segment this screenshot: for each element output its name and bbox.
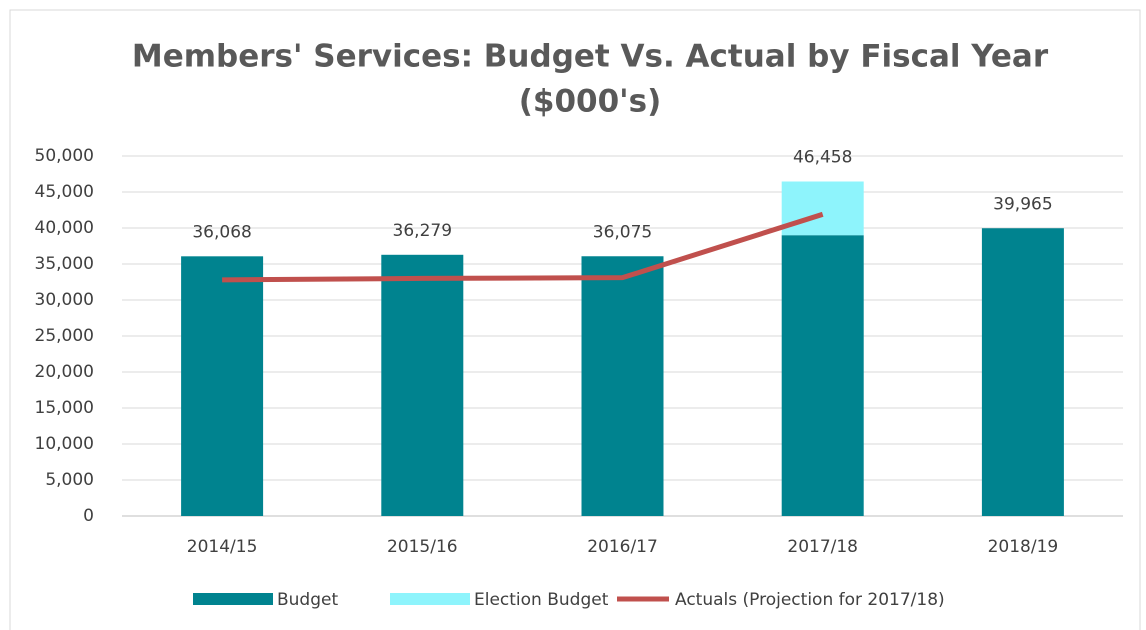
y-tick-label: 20,000	[35, 362, 94, 382]
chart-title: ($000's)	[519, 84, 662, 120]
data-label: 36,279	[393, 221, 452, 241]
y-tick-label: 50,000	[35, 146, 94, 166]
y-tick-label: 5,000	[45, 470, 94, 490]
y-tick-label: 0	[83, 506, 94, 526]
data-label: 39,965	[993, 194, 1052, 214]
chart-title: Members' Services: Budget Vs. Actual by …	[132, 39, 1049, 75]
legend-label: Actuals (Projection for 2017/18)	[675, 590, 945, 610]
data-label: 46,458	[793, 148, 852, 168]
y-tick-label: 10,000	[35, 434, 94, 454]
x-tick-label: 2017/18	[787, 537, 858, 557]
legend-label: Budget	[277, 590, 338, 610]
bar	[181, 256, 264, 516]
bar	[981, 228, 1064, 516]
legend-swatch	[193, 593, 273, 605]
line	[222, 211, 824, 283]
x-tick-label: 2014/15	[187, 537, 258, 557]
bar	[781, 235, 864, 516]
bar	[381, 254, 464, 516]
bar	[581, 256, 664, 516]
x-tick-label: 2018/19	[988, 537, 1059, 557]
x-tick-label: 2015/16	[387, 537, 458, 557]
y-tick-label: 30,000	[35, 290, 94, 310]
y-tick-label: 40,000	[35, 218, 94, 238]
y-tick-label: 35,000	[35, 254, 94, 274]
y-tick-label: 15,000	[35, 398, 94, 418]
legend-label: Election Budget	[474, 590, 609, 610]
y-tick-label: 25,000	[35, 326, 94, 346]
y-tick-label: 45,000	[35, 182, 94, 202]
legend-swatch	[390, 593, 470, 605]
bar	[781, 181, 864, 236]
data-label: 36,068	[192, 222, 251, 242]
x-tick-label: 2016/17	[587, 537, 658, 557]
data-label: 36,075	[593, 222, 652, 242]
